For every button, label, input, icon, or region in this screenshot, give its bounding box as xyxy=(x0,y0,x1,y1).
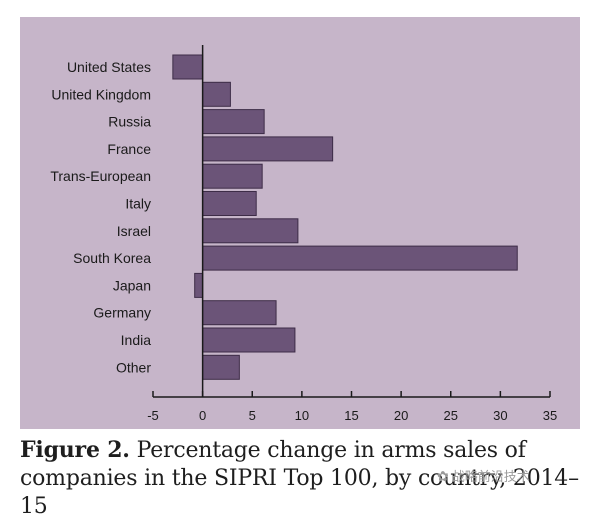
x-tick-label: 35 xyxy=(543,408,557,423)
caption-lead: Figure 2. xyxy=(20,437,130,463)
category-label: Trans-European xyxy=(50,168,151,184)
bar xyxy=(202,191,257,216)
category-label: Japan xyxy=(113,277,151,293)
bar xyxy=(202,354,240,380)
watermark-text: 战略前沿技术 xyxy=(451,470,530,485)
bar xyxy=(194,272,204,298)
category-label: United States xyxy=(67,59,151,75)
watermark: ✿ 战略前沿技术 xyxy=(437,466,530,485)
bar xyxy=(202,109,265,135)
bar xyxy=(172,54,204,80)
category-label: Israel xyxy=(117,223,151,239)
category-label: India xyxy=(121,332,152,348)
x-tick-label: 0 xyxy=(199,408,206,423)
x-tick-label: 10 xyxy=(295,408,309,423)
bar xyxy=(202,136,334,162)
bar xyxy=(202,163,263,189)
x-tick-label: 25 xyxy=(444,408,458,423)
bar xyxy=(202,245,518,271)
x-tick-label: 5 xyxy=(249,408,256,423)
category-label: Germany xyxy=(93,305,151,321)
category-label: Russia xyxy=(108,114,151,130)
category-label: United Kingdom xyxy=(51,86,151,102)
bar xyxy=(202,300,277,326)
category-label: France xyxy=(107,141,151,157)
bar-chart: United States United Kingdom Russia France T… xyxy=(50,45,557,423)
x-tick-label: -5 xyxy=(147,408,159,423)
bar xyxy=(202,218,299,244)
x-tick-label: 15 xyxy=(344,408,358,423)
wechat-icon: ✿ xyxy=(437,469,449,485)
x-tick-label: 30 xyxy=(493,408,507,423)
x-tick-label: 20 xyxy=(394,408,408,423)
bar xyxy=(202,81,231,107)
category-label: Other xyxy=(116,359,151,375)
chart-panel: United States United Kingdom Russia France T… xyxy=(20,17,580,429)
bar xyxy=(202,327,296,353)
category-label: Italy xyxy=(125,196,151,212)
category-label: South Korea xyxy=(73,250,151,266)
